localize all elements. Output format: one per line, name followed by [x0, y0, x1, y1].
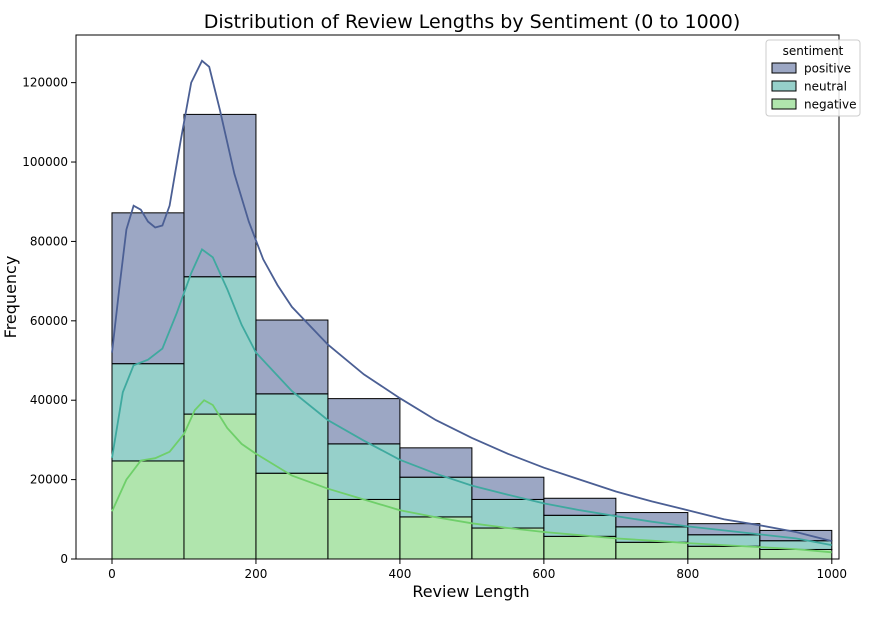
bar-positive-3 [327, 398, 401, 445]
legend-label-negative: negative [804, 98, 856, 112]
legend-label-positive: positive [804, 62, 851, 76]
y-tick-label: 40000 [30, 393, 68, 407]
bar-negative-7 [615, 541, 689, 560]
x-tick-label: 600 [532, 567, 555, 581]
y-tick-label: 0 [60, 552, 68, 566]
y-axis-label: Frequency [1, 256, 20, 339]
plot-frame [75, 34, 840, 560]
bar-negative-4 [399, 516, 473, 560]
bars-layer [111, 113, 833, 560]
x-tick-label: 400 [388, 567, 411, 581]
bar-positive-6 [543, 497, 617, 516]
legend: sentiment positive neutral negative [765, 39, 861, 117]
x-tick-label: 1000 [817, 567, 848, 581]
legend-title: sentiment [783, 44, 844, 58]
legend-swatch-positive [771, 62, 797, 74]
bar-positive-9 [759, 529, 833, 542]
bar-positive-4 [399, 447, 473, 478]
x-axis-ticks: 0 200 400 600 800 1000 [108, 559, 847, 581]
bar-positive-8 [687, 523, 761, 536]
y-tick-label: 80000 [30, 234, 68, 248]
y-tick-label: 60000 [30, 314, 68, 328]
bar-positive-0 [111, 212, 185, 365]
bar-positive-2 [255, 319, 329, 395]
legend-label-neutral: neutral [804, 80, 847, 94]
x-axis-label: Review Length [412, 582, 529, 601]
x-tick-label: 800 [676, 567, 699, 581]
bar-negative-6 [543, 535, 617, 560]
bar-negative-8 [687, 545, 761, 560]
legend-swatch-neutral [771, 80, 797, 92]
kde-layer [111, 59, 833, 554]
x-tick-label: 200 [244, 567, 267, 581]
y-tick-label: 100000 [22, 155, 68, 169]
legend-frame [765, 39, 861, 117]
bar-negative-2 [255, 472, 329, 560]
y-tick-label: 120000 [22, 76, 68, 90]
legend-swatch-negative [771, 98, 797, 110]
kde-line-neutral [111, 248, 832, 546]
bar-positive-5 [471, 476, 545, 500]
bar-neutral-5 [471, 498, 545, 529]
kde-line-negative [111, 399, 832, 554]
y-tick-label: 20000 [30, 473, 68, 487]
bar-negative-3 [327, 498, 401, 560]
bar-neutral-4 [399, 476, 473, 518]
bar-neutral-1 [183, 276, 257, 415]
bar-negative-5 [471, 527, 545, 560]
bar-negative-0 [111, 460, 185, 560]
chart-title: Distribution of Review Lengths by Sentim… [204, 11, 741, 33]
x-tick-label: 0 [108, 567, 116, 581]
kde-line-positive [111, 59, 833, 542]
y-axis-ticks: 0 20000 40000 60000 80000 100000 120000 [22, 76, 76, 566]
bar-negative-1 [183, 413, 257, 560]
bar-positive-1 [183, 113, 257, 278]
